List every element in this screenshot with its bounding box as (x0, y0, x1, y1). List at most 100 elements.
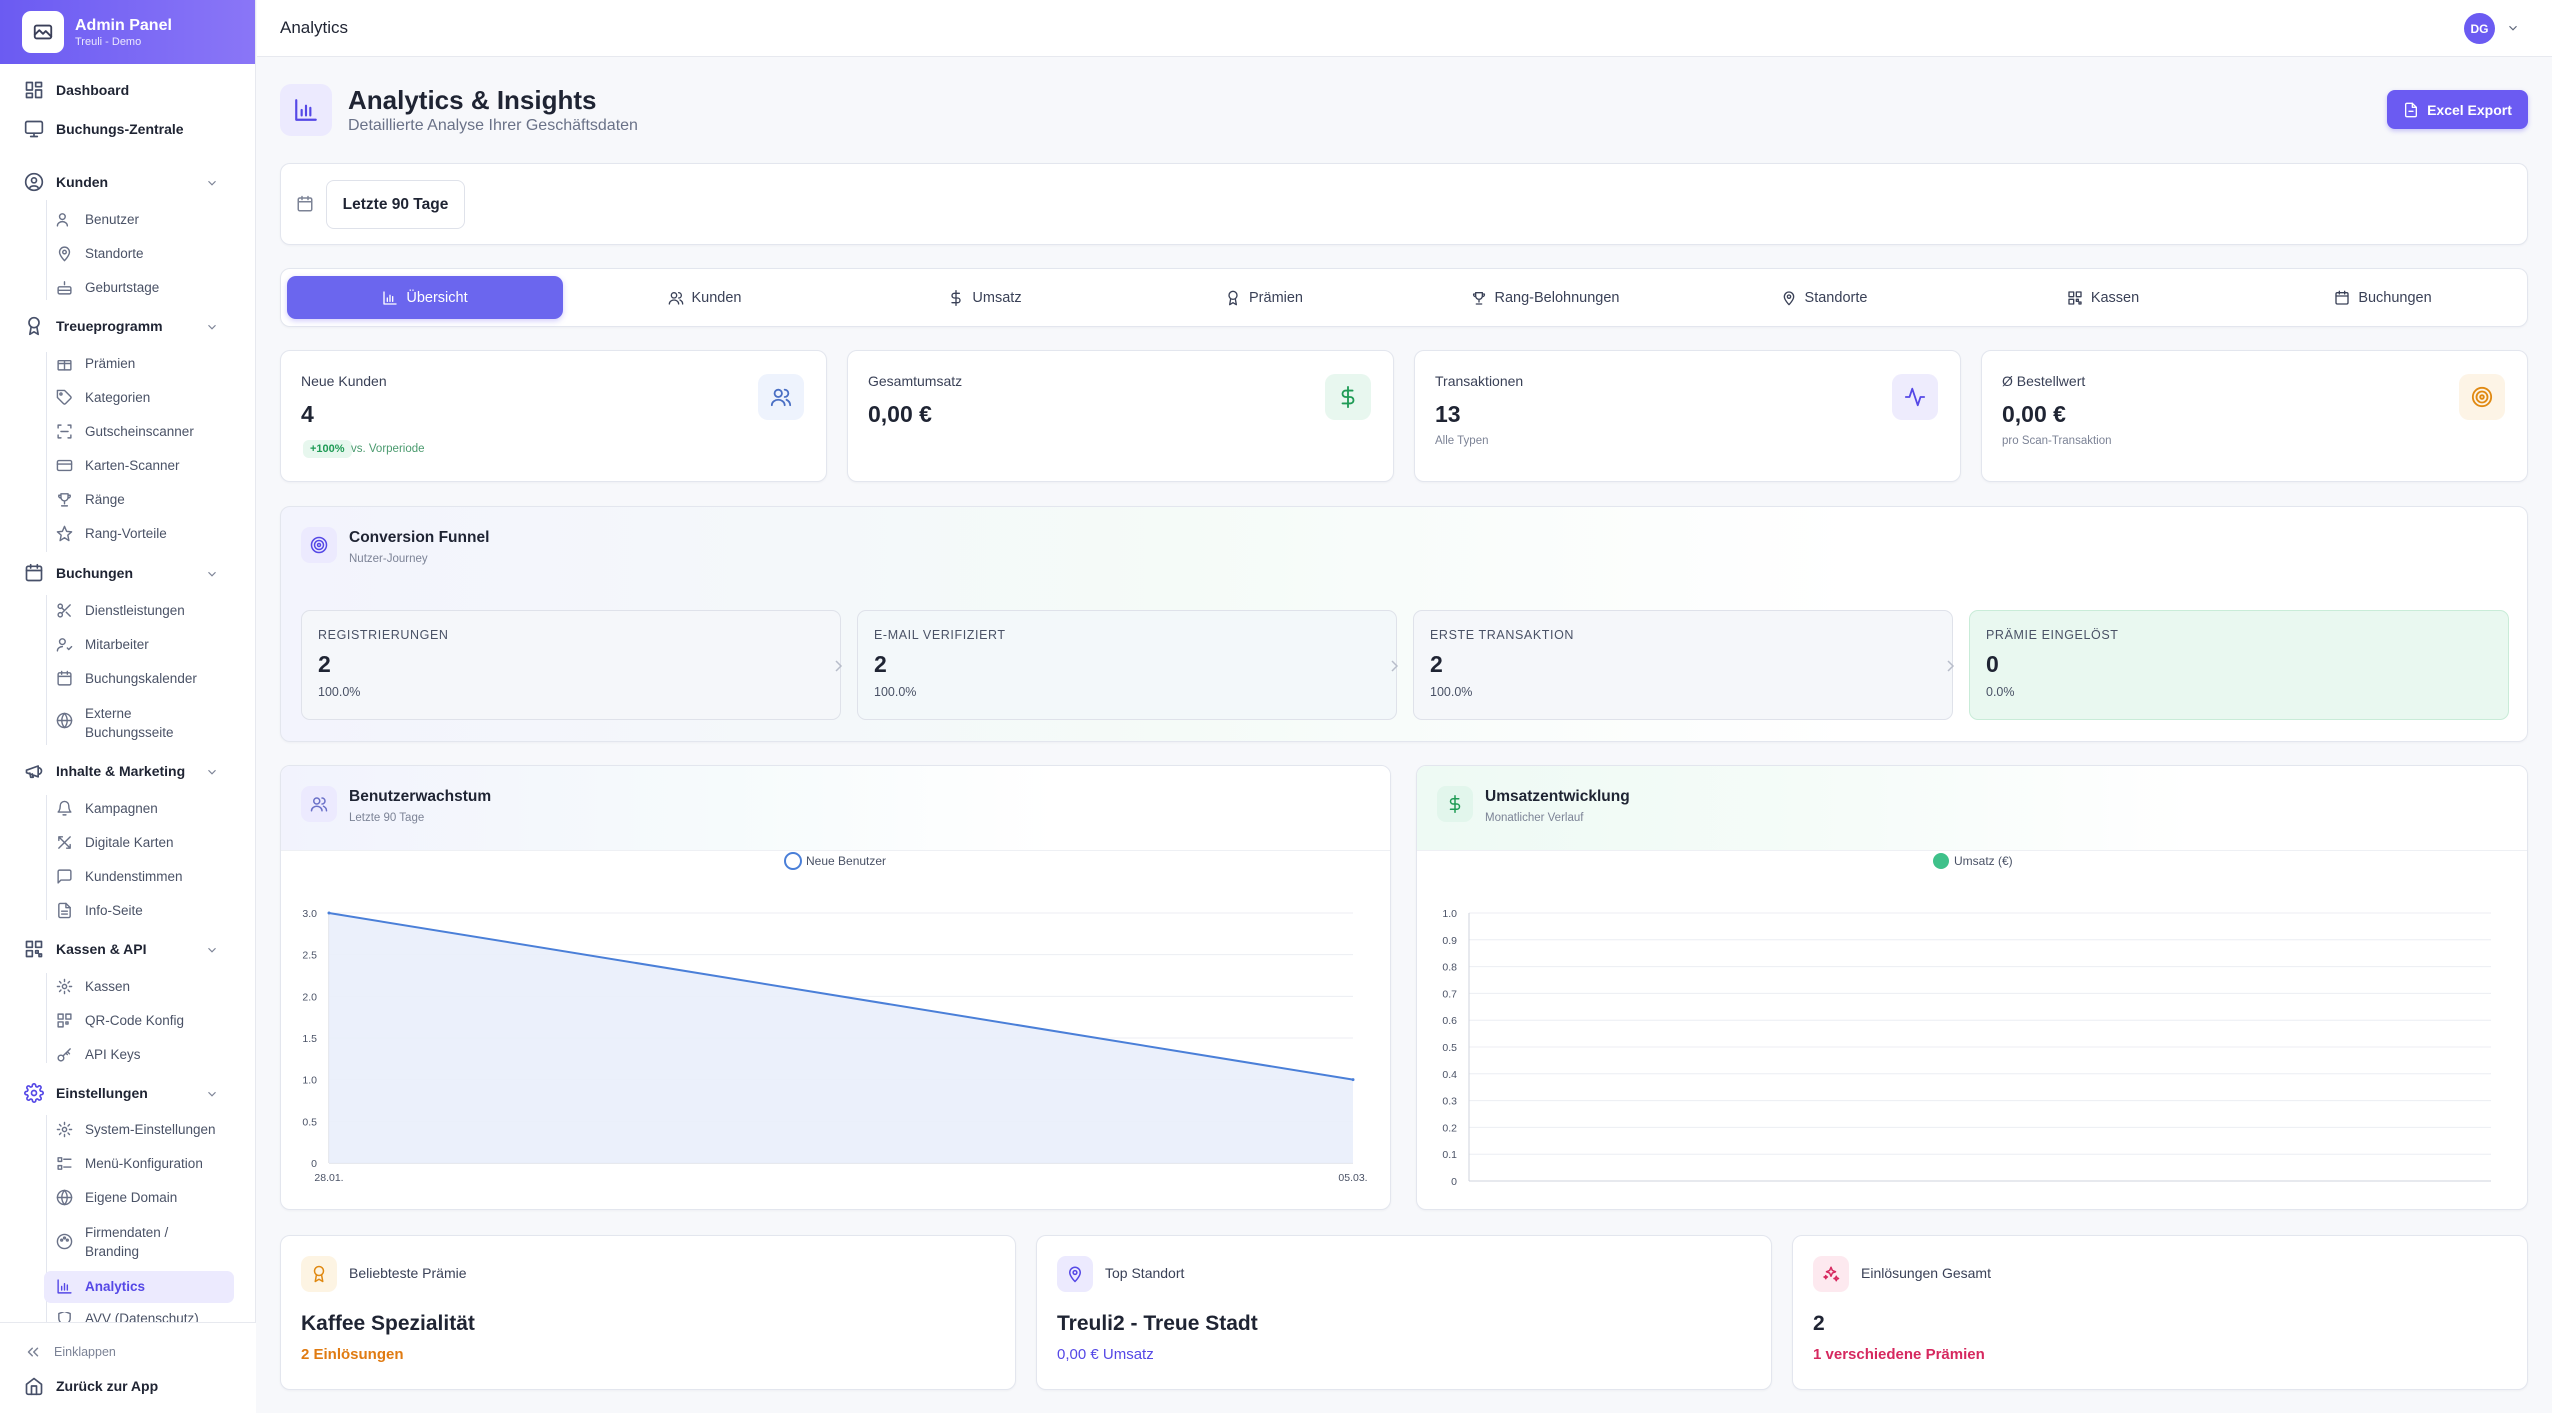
back-to-app-label: Zurück zur App (56, 1378, 159, 1394)
y-tick-label: 3.0 (302, 908, 317, 920)
nav-buchungskalender[interactable]: Buchungskalender (56, 670, 197, 687)
nav-group-treueprogramm[interactable]: Treueprogramm (24, 316, 163, 336)
y-tick-label: 0.3 (1442, 1096, 1457, 1108)
nav-buchungs-zentrale[interactable]: Buchungs-Zentrale (24, 119, 184, 139)
tab-kunden[interactable]: Kunden (563, 276, 846, 319)
nav-rang-vorteile[interactable]: Rang-Vorteile (56, 525, 167, 542)
funnel-step-email-verifiziert: E-MAIL VERIFIZIERT 2 100.0% (857, 610, 1399, 720)
nav-raenge[interactable]: Ränge (56, 491, 125, 508)
tab-rang-belohnungen-label: Rang-Belohnungen (1494, 289, 1620, 306)
nav-kassen[interactable]: Kassen (56, 978, 130, 995)
chevron-down-icon[interactable] (205, 765, 219, 779)
date-range-select[interactable]: Letzte 90 Tage (326, 180, 465, 229)
topbar-title: Analytics (280, 18, 349, 37)
einloesungen-value: 2 (1813, 1312, 1825, 1335)
data-point (1351, 1078, 1355, 1082)
qr-code-icon (25, 940, 43, 958)
nav-externe-buchungsseite[interactable]: Externe Buchungsseite (56, 704, 174, 742)
kpi-gesamtumsatz: Gesamtumsatz 0,00 € (847, 350, 1394, 482)
nav-digitale-karten[interactable]: Digitale Karten (56, 834, 174, 851)
nav-benutzer[interactable]: Benutzer (56, 211, 139, 228)
nav-menue-konfiguration[interactable]: Menü-Konfiguration (56, 1155, 203, 1172)
chevron-down-icon[interactable] (2506, 21, 2520, 35)
back-to-app-button[interactable]: Zurück zur App (24, 1376, 158, 1396)
nav-geburtstage[interactable]: Geburtstage (56, 279, 159, 296)
chevron-down-icon[interactable] (205, 320, 219, 334)
nav-group-kassen-api[interactable]: Kassen & API (24, 939, 147, 959)
funnel-step-registrierungen: REGISTRIERUNGEN 2 100.0% (301, 610, 843, 720)
chevron-right-icon (1947, 660, 1955, 672)
tab-umsatz[interactable]: Umsatz (846, 276, 1124, 319)
nav-analytics[interactable]: Analytics (56, 1278, 145, 1295)
nav-benutzer-label: Benutzer (85, 212, 140, 227)
nav-kategorien-label: Kategorien (85, 390, 151, 405)
dashboard-icon (25, 81, 43, 99)
trophy-icon (58, 493, 71, 507)
home-icon (25, 1377, 43, 1396)
nav-group-buchungen[interactable]: Buchungen (24, 563, 133, 583)
target-icon (301, 527, 337, 563)
y-tick-label: 0 (311, 1158, 317, 1170)
nav-analytics-label: Analytics (85, 1279, 146, 1294)
calendar-icon (297, 195, 313, 212)
nav-gutscheinscanner[interactable]: Gutscheinscanner (56, 423, 194, 440)
gear-icon (24, 1083, 44, 1103)
nav-kundenstimmen[interactable]: Kundenstimmen (56, 868, 183, 885)
funnel-step-label: PRÄMIE EINGELÖST (1986, 628, 2119, 642)
excel-export-label: Excel Export (2427, 101, 2512, 118)
nav-mitarbeiter[interactable]: Mitarbeiter (56, 636, 149, 653)
calendar-icon (57, 670, 72, 686)
funnel-step-erste-transaktion: ERSTE TRANSAKTION 2 100.0% (1413, 610, 1955, 720)
nav-dashboard[interactable]: Dashboard (24, 80, 129, 100)
nav-api-keys-label: API Keys (85, 1047, 141, 1062)
revenue-chart: Umsatz (€) 1.0 0.9 0.8 0.7 0.6 0.5 0.4 0.3 0.2 0.1… (1442, 853, 2491, 1188)
dollar-icon (1325, 374, 1371, 420)
nav-group-inhalte[interactable]: Inhalte & Marketing (24, 761, 185, 781)
nav-group-einstellungen[interactable]: Einstellungen (24, 1083, 148, 1103)
y-tick-label: 0.6 (1442, 1015, 1457, 1027)
tab-uebersicht-label: Übersicht (406, 289, 468, 306)
chevron-down-icon[interactable] (205, 567, 219, 581)
revenue-subtitle: Monatlicher Verlauf (1485, 812, 1584, 824)
y-tick-label: 2.5 (302, 950, 317, 962)
nav-firmendaten-branding[interactable]: Firmendaten / Branding (56, 1223, 168, 1261)
nav-karten-scanner[interactable]: Karten-Scanner (56, 457, 180, 474)
chevron-right-icon (1391, 660, 1399, 672)
nav-system-einstellungen[interactable]: System-Einstellungen (56, 1121, 216, 1138)
nav-domain-label: Eigene Domain (85, 1190, 178, 1205)
chevron-down-icon[interactable] (205, 176, 219, 190)
y-tick-label: 0.1 (1442, 1149, 1457, 1161)
users-icon (301, 786, 337, 822)
analytics-header-icon (280, 84, 332, 136)
nav-standorte[interactable]: Standorte (56, 245, 144, 262)
nav-kampagnen[interactable]: Kampagnen (56, 800, 158, 817)
tab-standorte[interactable]: Standorte (1686, 276, 1962, 319)
nav-group-kunden[interactable]: Kunden (24, 172, 108, 192)
tab-kassen[interactable]: Kassen (1962, 276, 2244, 319)
brand-header[interactable]: Admin Panel Treuli - Demo (0, 0, 255, 64)
collapse-button[interactable]: Einklappen (24, 1343, 116, 1361)
tab-praemien[interactable]: Prämien (1124, 276, 1404, 319)
nav-api-keys[interactable]: API Keys (56, 1046, 141, 1063)
nav-firmendaten-label-1: Firmendaten / (85, 1225, 169, 1240)
y-tick-label: 0.7 (1442, 988, 1457, 1000)
excel-export-button[interactable]: Excel Export (2387, 90, 2528, 129)
nav-eigene-domain[interactable]: Eigene Domain (56, 1189, 177, 1206)
user-check-icon (56, 638, 73, 652)
x-tick-label: 28.01. (314, 1172, 343, 1184)
nav-info-seite[interactable]: Info-Seite (56, 902, 143, 919)
nav-dienstleistungen[interactable]: Dienstleistungen (56, 602, 185, 619)
nav-qr-code[interactable]: QR-Code Konfig (56, 1012, 184, 1029)
y-tick-label: 1.5 (302, 1033, 317, 1045)
chevron-down-icon[interactable] (205, 943, 219, 957)
tab-rang-belohnungen[interactable]: Rang-Belohnungen (1404, 276, 1686, 319)
tab-uebersicht[interactable]: Übersicht (287, 276, 563, 319)
legend-label: Umsatz (€) (1954, 854, 2013, 868)
nav-kategorien[interactable]: Kategorien (56, 389, 150, 406)
chevron-right-icon (835, 660, 843, 672)
avatar[interactable]: DG (2464, 13, 2495, 44)
chevron-down-icon[interactable] (205, 1087, 219, 1101)
funnel-step-percent: 100.0% (1430, 685, 1473, 699)
tab-buchungen[interactable]: Buchungen (2244, 276, 2522, 319)
nav-praemien[interactable]: Prämien (56, 355, 135, 372)
